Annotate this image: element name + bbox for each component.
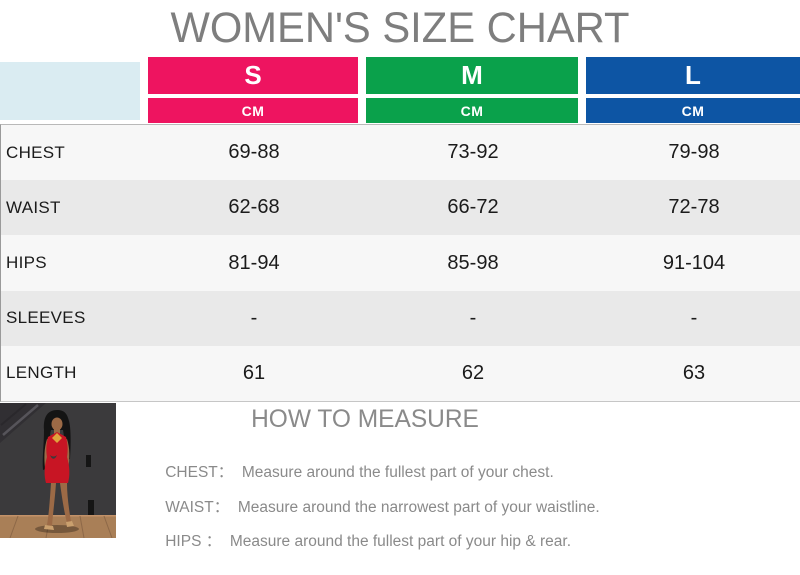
cell-sleeves-m: - <box>469 306 477 329</box>
unit-label: CM <box>460 102 484 119</box>
measure-text: Measure around the fullest part of your … <box>233 464 554 481</box>
measure-text: Measure around the narrowest part of you… <box>229 499 600 516</box>
row-label: LENGTH <box>6 363 77 383</box>
cell-hips-s: 81-94 <box>228 251 280 274</box>
measure-label: HIPS ： <box>165 533 222 550</box>
cell-waist-m: 66-72 <box>447 196 499 219</box>
size-header-m: M <box>366 57 578 94</box>
size-chart-page: WOMEN'S SIZE CHART S M L CM CM CM CHEST … <box>0 4 800 550</box>
size-table-body: CHEST 69-88 73-92 79-98 WAIST 62-68 66-7… <box>0 124 800 402</box>
cell-length-m: 62 <box>461 361 485 384</box>
row-label: SLEEVES <box>6 308 86 328</box>
table-row-waist: WAIST 62-68 66-72 72-78 <box>1 180 800 236</box>
cell-hips-l: 91-104 <box>662 251 726 274</box>
measure-label: CHEST： <box>165 464 234 481</box>
how-to-measure-title: HOW TO MEASURE <box>251 405 479 433</box>
cell-chest-m: 73-92 <box>447 141 499 164</box>
cell-chest-l: 79-98 <box>668 141 720 164</box>
measure-item-chest: CHEST： Measure around the fullest part o… <box>148 440 554 481</box>
row-label: HIPS <box>6 253 47 272</box>
size-label-l: L <box>685 60 701 90</box>
unit-header-s: CM <box>148 98 358 123</box>
cell-waist-l: 72-78 <box>668 196 720 219</box>
unit-label: CM <box>681 102 705 119</box>
cell-length-s: 61 <box>242 361 266 384</box>
size-header-l: L <box>586 57 800 94</box>
table-row-sleeves: SLEEVES - - - <box>1 290 800 346</box>
size-label-m: M <box>461 60 483 90</box>
cell-length-l: 63 <box>682 361 706 384</box>
cell-sleeves-l: - <box>690 306 698 329</box>
table-row-chest: CHEST 69-88 73-92 79-98 <box>1 125 800 181</box>
corner-cell <box>0 62 140 120</box>
table-row-hips: HIPS 81-94 85-98 91-104 <box>1 235 800 291</box>
unit-header-m: CM <box>366 98 578 123</box>
page-title: WOMEN'S SIZE CHART <box>170 4 630 52</box>
table-row-length: LENGTH 61 62 63 <box>1 345 800 402</box>
model-photo <box>0 403 116 538</box>
measure-text: Measure around the fullest part of your … <box>221 533 572 550</box>
measure-label: WAIST： <box>165 499 230 516</box>
cell-sleeves-s: - <box>250 306 258 329</box>
row-label: WAIST <box>6 197 61 217</box>
cell-hips-m: 85-98 <box>447 251 499 274</box>
row-label: CHEST <box>6 142 66 162</box>
size-header-s: S <box>148 57 358 94</box>
measure-item-hips: HIPS ： Measure around the fullest part o… <box>148 509 571 550</box>
cell-chest-s: 69-88 <box>228 141 280 164</box>
unit-label: CM <box>241 102 265 119</box>
cell-waist-s: 62-68 <box>228 196 280 219</box>
measure-item-waist: WAIST： Measure around the narrowest part… <box>148 475 599 516</box>
size-label-s: S <box>244 60 262 90</box>
unit-header-l: CM <box>586 98 800 123</box>
